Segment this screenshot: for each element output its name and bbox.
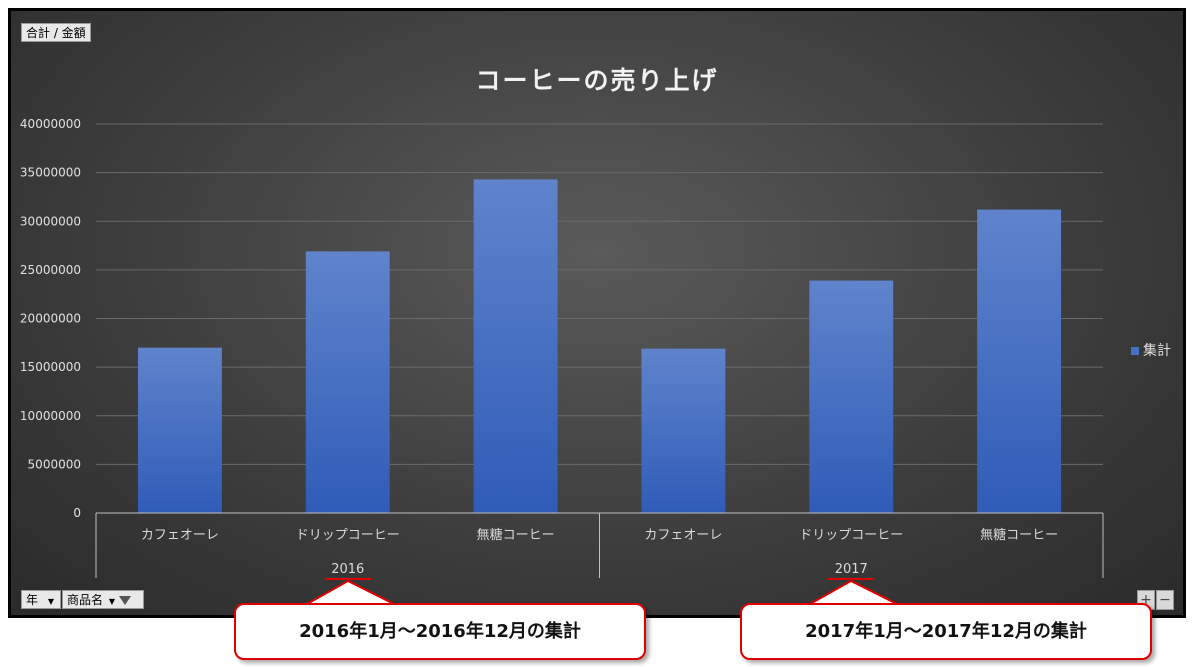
bar: [473, 179, 558, 513]
value-field-button[interactable]: 合計 / 金額: [21, 23, 91, 42]
gridlines: [96, 123, 1103, 465]
year-field-label: 年: [26, 593, 39, 607]
y-tick-label: 5000000: [28, 457, 81, 471]
y-tick-label: 40000000: [20, 117, 81, 131]
collapse-button[interactable]: −: [1156, 590, 1174, 610]
y-tick-label: 15000000: [20, 360, 81, 374]
chart-area: 合計 / 金額 コーヒーの売り上げ 0 5000000 10000000 150000…: [8, 8, 1186, 618]
legend-swatch: [1131, 347, 1139, 355]
year-field-button[interactable]: 年 ▼: [21, 590, 61, 609]
callout-2016: 2016年1月～2016年12月の集計: [234, 603, 646, 660]
filter-icon: [118, 596, 131, 605]
callout-2017-text: 2017年1月～2017年12月の集計: [805, 621, 1087, 642]
bar: [641, 348, 726, 513]
y-axis-ticks: 0 5000000 10000000 15000000 20000000 25000000…: [20, 117, 81, 520]
legend-label: 集計: [1143, 343, 1171, 359]
bar: [809, 280, 894, 513]
bar: [977, 209, 1062, 513]
y-tick-label: 35000000: [20, 166, 81, 180]
product-field-button[interactable]: 商品名 ▼: [62, 590, 144, 609]
x-tick-label: カフェオーレ: [141, 528, 219, 543]
dropdown-arrow-icon: ▼: [108, 597, 115, 606]
x-tick-label: カフェオーレ: [644, 528, 722, 543]
group-label: 2016: [331, 562, 364, 577]
y-tick-label: 30000000: [20, 214, 81, 228]
x-tick-label: 無糖コーヒー: [477, 527, 555, 543]
x-tick-label: 無糖コーヒー: [980, 527, 1058, 543]
y-tick-label: 20000000: [20, 312, 81, 326]
x-tick-label: ドリップコーヒー: [296, 528, 400, 543]
bar: [305, 251, 390, 513]
y-tick-label: 0: [73, 506, 81, 520]
group-label: 2017: [835, 562, 868, 577]
product-field-label: 商品名: [67, 593, 104, 607]
chart-title: コーヒーの売り上げ: [475, 66, 719, 95]
x-axis: カフェオーレ ドリップコーヒー 無糖コーヒー カフェオーレ ドリップコーヒー 無糖コーヒー…: [95, 512, 1104, 578]
y-tick-label: 10000000: [20, 409, 81, 423]
bars: [137, 179, 1062, 513]
bar: [137, 347, 222, 513]
dropdown-arrow-icon: ▼: [47, 597, 54, 606]
y-tick-label: 25000000: [20, 263, 81, 277]
callout-2016-text: 2016年1月～2016年12月の集計: [299, 621, 581, 642]
legend: 集計: [1131, 340, 1171, 360]
plot: 0 5000000 10000000 15000000 20000000 25000000…: [20, 117, 1104, 578]
x-tick-label: ドリップコーヒー: [799, 528, 903, 543]
callout-2017: 2017年1月～2017年12月の集計: [740, 603, 1152, 660]
